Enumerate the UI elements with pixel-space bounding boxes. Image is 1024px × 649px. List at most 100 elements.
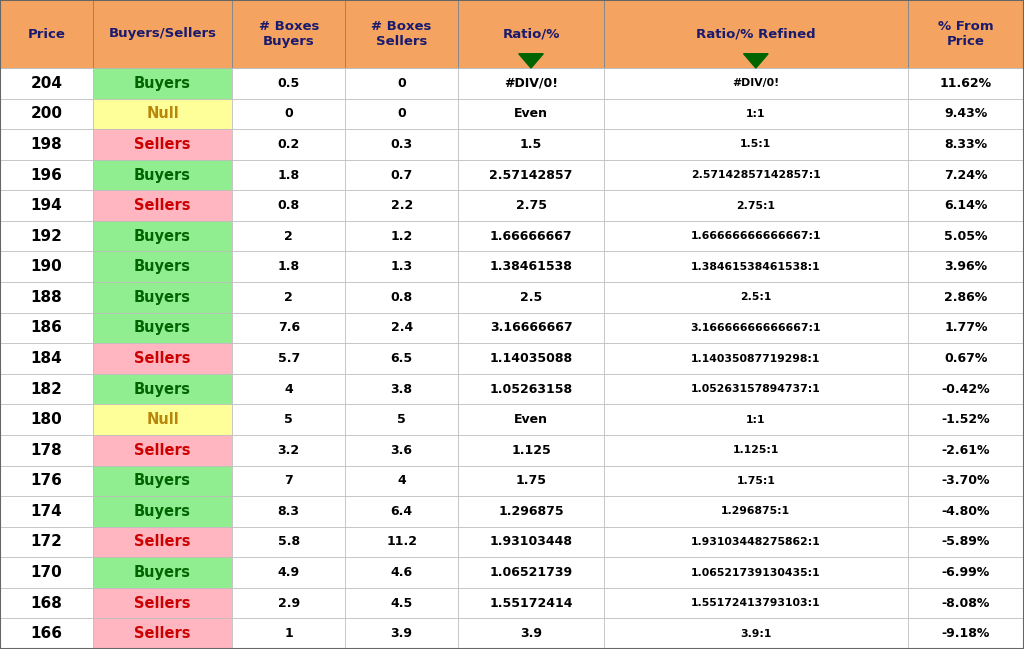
Bar (908, 496, 1024, 527)
Bar (458, 618, 604, 649)
Bar (93, 68, 232, 99)
Text: 5.05%: 5.05% (944, 230, 988, 243)
Bar (232, 129, 345, 160)
Text: 6.14%: 6.14% (944, 199, 987, 212)
Text: -0.42%: -0.42% (942, 382, 990, 396)
Text: 0.8: 0.8 (278, 199, 300, 212)
Text: 196: 196 (31, 167, 62, 182)
Bar (93, 465, 232, 496)
Text: 7.6: 7.6 (278, 321, 300, 334)
Text: 1.8: 1.8 (278, 169, 300, 182)
Text: 5: 5 (397, 413, 407, 426)
Text: 170: 170 (31, 565, 62, 580)
Bar (93, 527, 232, 557)
Bar (93, 404, 232, 435)
Bar (604, 129, 908, 160)
Text: 200: 200 (31, 106, 62, 121)
Text: Buyers: Buyers (134, 473, 191, 488)
Text: 0: 0 (397, 107, 407, 120)
Bar (232, 374, 345, 404)
Text: Buyers: Buyers (134, 76, 191, 91)
Bar (93, 313, 232, 343)
Text: 2: 2 (285, 291, 293, 304)
Text: 4.9: 4.9 (278, 566, 300, 579)
Bar (458, 527, 604, 557)
Text: 192: 192 (31, 228, 62, 243)
Text: 9.43%: 9.43% (944, 107, 987, 120)
Text: 3.16666667: 3.16666667 (489, 321, 572, 334)
Bar (908, 99, 1024, 129)
Bar (93, 0, 232, 68)
Bar (0, 404, 93, 435)
Bar (908, 557, 1024, 588)
Text: Sellers: Sellers (134, 198, 190, 213)
Bar (232, 557, 345, 588)
Text: -3.70%: -3.70% (942, 474, 990, 487)
Bar (345, 99, 458, 129)
Bar (604, 588, 908, 618)
Text: 190: 190 (31, 259, 62, 275)
Polygon shape (519, 54, 544, 68)
Text: 2.75:1: 2.75:1 (736, 201, 775, 211)
Text: Buyers: Buyers (134, 228, 191, 243)
Text: 1.06521739130435:1: 1.06521739130435:1 (691, 568, 820, 578)
Text: -5.89%: -5.89% (942, 535, 990, 548)
Bar (0, 221, 93, 251)
Polygon shape (743, 54, 768, 68)
Bar (345, 160, 458, 190)
Bar (345, 618, 458, 649)
Bar (93, 251, 232, 282)
Text: Buyers: Buyers (134, 290, 191, 305)
Bar (232, 221, 345, 251)
Text: -8.08%: -8.08% (942, 596, 990, 609)
Bar (604, 190, 908, 221)
Text: Ratio/% Refined: Ratio/% Refined (696, 27, 816, 40)
Bar (604, 374, 908, 404)
Text: 178: 178 (31, 443, 62, 458)
Bar (232, 588, 345, 618)
Text: 1.296875:1: 1.296875:1 (721, 506, 791, 517)
Text: 0.2: 0.2 (278, 138, 300, 151)
Text: # Boxes
Buyers: # Boxes Buyers (258, 20, 318, 48)
Text: 1.75: 1.75 (515, 474, 547, 487)
Bar (908, 68, 1024, 99)
Bar (908, 251, 1024, 282)
Bar (93, 190, 232, 221)
Bar (458, 313, 604, 343)
Text: 1.38461538: 1.38461538 (489, 260, 572, 273)
Text: 1.75:1: 1.75:1 (736, 476, 775, 486)
Bar (458, 99, 604, 129)
Text: 0: 0 (285, 107, 293, 120)
Bar (93, 343, 232, 374)
Text: Sellers: Sellers (134, 596, 190, 611)
Bar (604, 435, 908, 465)
Text: 4: 4 (397, 474, 407, 487)
Bar (0, 313, 93, 343)
Bar (458, 129, 604, 160)
Text: 166: 166 (31, 626, 62, 641)
Bar (0, 343, 93, 374)
Bar (908, 313, 1024, 343)
Text: 5.8: 5.8 (278, 535, 300, 548)
Bar (345, 374, 458, 404)
Bar (345, 588, 458, 618)
Bar (345, 496, 458, 527)
Bar (345, 527, 458, 557)
Bar (345, 129, 458, 160)
Text: 6.4: 6.4 (390, 505, 413, 518)
Bar (232, 160, 345, 190)
Bar (908, 343, 1024, 374)
Bar (232, 251, 345, 282)
Bar (93, 557, 232, 588)
Text: Sellers: Sellers (134, 535, 190, 550)
Text: 5: 5 (285, 413, 293, 426)
Text: 176: 176 (31, 473, 62, 488)
Text: # Boxes
Sellers: # Boxes Sellers (372, 20, 432, 48)
Text: 2.86%: 2.86% (944, 291, 987, 304)
Bar (908, 0, 1024, 68)
Text: Buyers: Buyers (134, 565, 191, 580)
Bar (908, 618, 1024, 649)
Bar (232, 404, 345, 435)
Text: 1.38461538461538:1: 1.38461538461538:1 (691, 262, 820, 272)
Text: 2.9: 2.9 (278, 596, 300, 609)
